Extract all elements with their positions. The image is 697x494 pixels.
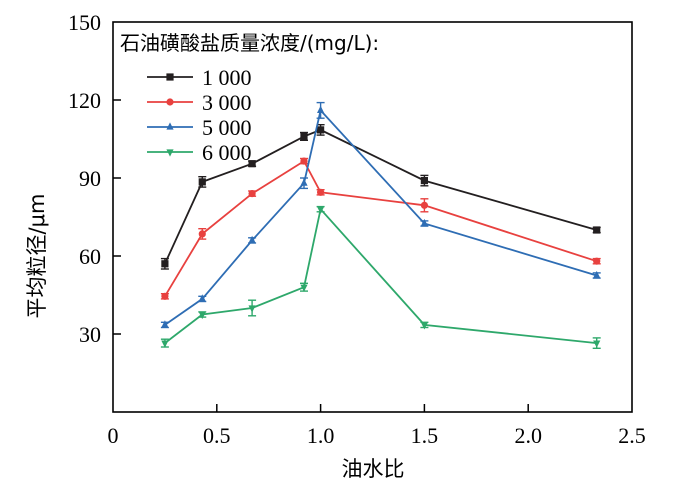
x-tick-label: 2.5 (618, 423, 646, 448)
x-tick-label: 1.5 (411, 423, 439, 448)
series-layer (160, 101, 601, 349)
legend-item: 5 000 (147, 115, 252, 140)
data-point (420, 218, 428, 227)
data-point (248, 305, 256, 313)
y-axis-title: 平均粒径/μm (25, 194, 49, 319)
data-point (166, 73, 174, 81)
y-tick-label: 90 (79, 166, 101, 191)
series-1000 (160, 123, 601, 270)
series-5000 (160, 101, 601, 329)
y-axis-ticks: 30 60 90 120 150 (68, 10, 121, 347)
data-point (300, 157, 308, 165)
data-point (198, 294, 206, 302)
plot-border (112, 21, 633, 413)
legend-label: 5 000 (202, 115, 252, 140)
data-point (198, 230, 206, 238)
legend-title: 石油磺酸盐质量浓度/(mg/L): (120, 31, 379, 55)
x-tick-label: 2.0 (514, 423, 542, 448)
legend-label: 6 000 (202, 140, 252, 165)
data-point (593, 340, 601, 348)
y-tick-label: 150 (68, 10, 101, 35)
y-tick-label: 60 (79, 244, 101, 269)
series-6000 (160, 205, 601, 349)
data-point (300, 284, 308, 292)
x-tick-label: 0 (108, 423, 119, 448)
data-point (166, 98, 174, 106)
legend-label: 1 000 (202, 65, 252, 90)
data-point (317, 188, 325, 196)
plot-frame (112, 21, 633, 413)
data-point (161, 260, 169, 268)
data-point (317, 105, 325, 113)
data-point (317, 206, 325, 214)
x-axis-title: 油水比 (342, 457, 405, 481)
data-point (248, 160, 256, 168)
data-point (248, 190, 256, 198)
data-point (300, 132, 308, 140)
data-point (593, 226, 601, 234)
data-point (166, 149, 174, 157)
data-point (593, 270, 601, 279)
data-point (166, 122, 174, 130)
series-3000 (160, 157, 601, 300)
legend-item: 3 000 (147, 90, 252, 115)
data-point (300, 178, 308, 186)
data-point (317, 126, 325, 134)
data-point (420, 322, 428, 330)
data-point (161, 292, 169, 300)
data-point (198, 311, 206, 320)
data-point (420, 201, 428, 209)
x-tick-label: 1.0 (307, 423, 335, 448)
y-tick-label: 120 (68, 88, 101, 113)
data-point (161, 340, 169, 348)
legend-item: 6 000 (147, 140, 252, 165)
series-line (164, 207, 597, 344)
x-axis-ticks: 0 0.5 1.0 1.5 2.0 2.5 (108, 404, 646, 448)
data-point (198, 178, 206, 186)
data-point (420, 177, 428, 185)
y-tick-label: 30 (79, 322, 101, 347)
legend-item: 1 000 (147, 65, 252, 90)
data-point (161, 320, 169, 328)
legend-label: 3 000 (202, 90, 252, 115)
data-point (248, 235, 256, 243)
x-tick-label: 0.5 (203, 423, 231, 448)
data-point (593, 257, 601, 265)
